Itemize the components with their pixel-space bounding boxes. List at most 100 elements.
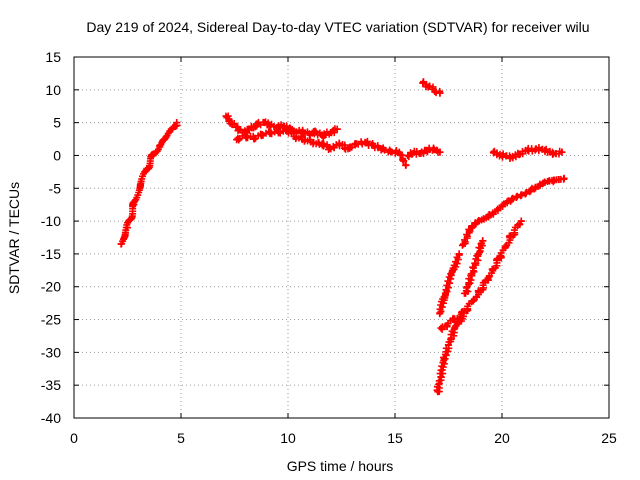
- data-point: [299, 128, 307, 136]
- data-point: [472, 293, 480, 301]
- data-point: [327, 145, 335, 153]
- y-tick-label: 15: [45, 49, 61, 65]
- data-point: [404, 151, 412, 159]
- data-point: [549, 178, 557, 186]
- data-point: [532, 145, 540, 153]
- data-point: [430, 145, 438, 153]
- data-point: [468, 270, 476, 278]
- data-point: [459, 240, 467, 248]
- data-point: [423, 146, 431, 154]
- data-point: [498, 151, 506, 159]
- data-series: [419, 78, 444, 97]
- y-tick-label: 0: [53, 147, 61, 163]
- data-point: [517, 217, 525, 225]
- data-point: [524, 146, 532, 154]
- data-point: [258, 130, 266, 138]
- x-tick-label: 5: [177, 430, 185, 446]
- data-point: [267, 121, 275, 129]
- data-point: [235, 125, 243, 133]
- data-point: [241, 132, 249, 140]
- data-point: [327, 128, 335, 136]
- data-series: [460, 237, 487, 297]
- data-point: [254, 120, 262, 128]
- data-point: [318, 140, 326, 148]
- data-series: [433, 312, 467, 396]
- data-points: [117, 78, 568, 396]
- x-tick-label: 15: [387, 430, 403, 446]
- data-point: [496, 204, 504, 212]
- x-tick-labels: 0 5 10 15 20 25: [70, 430, 617, 446]
- data-point: [222, 112, 230, 120]
- data-point: [432, 87, 440, 95]
- y-axis-title: SDTVAR / TECUs: [6, 182, 22, 294]
- data-point: [485, 211, 493, 219]
- data-point: [515, 150, 523, 158]
- y-tick-label: 5: [53, 115, 61, 131]
- data-series: [233, 126, 326, 149]
- series-markers: [436, 250, 463, 318]
- data-point: [436, 89, 444, 97]
- data-point: [419, 79, 427, 87]
- data-point: [117, 240, 125, 248]
- data-point: [560, 174, 568, 182]
- data-point: [395, 148, 403, 156]
- data-series: [436, 250, 463, 318]
- data-point: [370, 142, 378, 150]
- data-point: [496, 253, 504, 261]
- data-point: [361, 138, 369, 146]
- data-point: [156, 142, 164, 150]
- y-tick-label: -5: [49, 180, 62, 196]
- y-tick-label: -40: [41, 410, 61, 426]
- x-tick-label: 25: [601, 430, 617, 446]
- data-point: [507, 153, 515, 161]
- data-point: [447, 335, 455, 343]
- data-point: [485, 273, 493, 281]
- data-point: [293, 133, 301, 141]
- data-point: [438, 325, 446, 333]
- data-series: [318, 137, 410, 169]
- data-point: [489, 148, 497, 156]
- data-point: [284, 127, 292, 135]
- data-point: [425, 83, 433, 91]
- data-point: [124, 224, 131, 232]
- data-point: [517, 191, 525, 199]
- data-point: [344, 145, 352, 153]
- data-point: [168, 125, 176, 133]
- data-point: [549, 149, 557, 157]
- data-series: [458, 174, 568, 249]
- data-point: [479, 237, 487, 245]
- data-point: [248, 124, 256, 132]
- data-point: [233, 136, 241, 144]
- data-point: [228, 120, 236, 128]
- data-point: [310, 138, 318, 146]
- data-point: [507, 234, 515, 241]
- data-series: [117, 119, 181, 248]
- y-tick-label: -30: [41, 344, 61, 360]
- data-point: [440, 355, 448, 363]
- data-point: [558, 148, 566, 156]
- chart-title: Day 219 of 2024, Sidereal Day-to-day VTE…: [86, 19, 589, 35]
- data-point: [402, 161, 410, 169]
- y-tick-label: -20: [41, 279, 61, 295]
- data-point: [474, 217, 482, 225]
- data-point: [474, 250, 482, 258]
- data-point: [301, 136, 309, 144]
- data-point: [162, 133, 170, 141]
- x-tick-label: 0: [70, 430, 78, 446]
- data-point: [130, 201, 138, 209]
- data-point: [442, 286, 450, 294]
- y-tick-label: -35: [41, 377, 61, 393]
- data-point: [539, 180, 547, 188]
- data-point: [335, 140, 343, 148]
- data-point: [267, 128, 275, 136]
- data-point: [449, 266, 457, 274]
- data-point: [466, 227, 474, 235]
- data-point: [462, 289, 470, 297]
- axis-ticks: [73, 56, 610, 419]
- data-point: [528, 184, 536, 192]
- data-point: [378, 145, 386, 153]
- y-tick-label: -10: [41, 213, 61, 229]
- y-tick-label: -15: [41, 246, 61, 262]
- x-tick-label: 20: [494, 430, 510, 446]
